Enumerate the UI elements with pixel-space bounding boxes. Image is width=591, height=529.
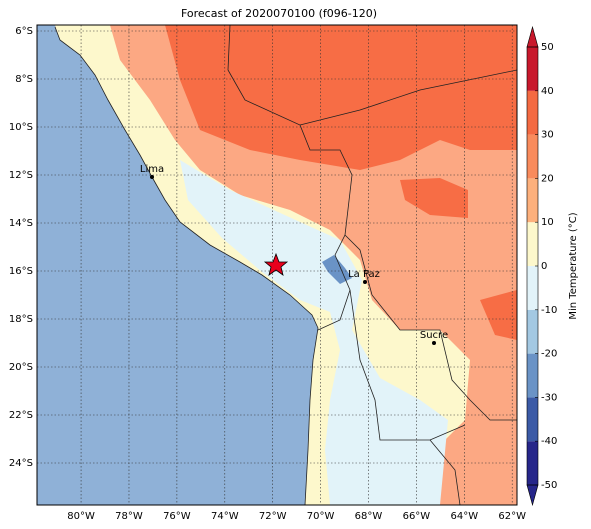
colorbar-segment	[527, 134, 538, 179]
colorbar-tick-label: 50	[541, 42, 554, 53]
city-dot	[432, 341, 436, 345]
land-hot-patch	[480, 290, 517, 340]
star-marker	[263, 252, 289, 276]
colorbar-segment	[527, 309, 538, 354]
y-tick-label: 22°S	[9, 410, 33, 421]
x-tick-label: 72°W	[259, 511, 287, 522]
colorbar-tick-label: 40	[541, 86, 554, 97]
colorbar-tick-label: 0	[541, 261, 547, 272]
x-tick-label: 62°W	[498, 511, 526, 522]
city-label: Sucre	[420, 330, 448, 341]
y-tick-label: 10°S	[9, 122, 33, 133]
colorbar-tick-label: -40	[541, 436, 557, 447]
country-border	[344, 234, 517, 421]
colorbar-tick-label: 10	[541, 217, 554, 228]
y-tick-label: 24°S	[9, 458, 33, 469]
land-hot-patch	[400, 178, 468, 218]
colorbar-tick-label: -30	[541, 392, 557, 403]
country-border	[349, 289, 466, 441]
colorbar-segment	[527, 178, 538, 223]
map-title: Forecast of 2020070100 (f096-120)	[181, 7, 377, 20]
x-tick-label: 70°W	[307, 511, 335, 522]
y-tick-label: 14°S	[9, 218, 33, 229]
x-tick-label: 64°W	[450, 511, 478, 522]
graticule	[37, 25, 517, 505]
plot-frame	[36, 24, 518, 506]
city-dot	[150, 175, 154, 179]
colorbar-segment	[527, 441, 538, 485]
y-tick-label: 20°S	[9, 362, 33, 373]
colorbar: -50 -40 -30 -20 -10 0 10 20 30 40 50	[526, 25, 557, 507]
y-tick-label: 6°S	[15, 26, 33, 37]
city-label: La Paz	[348, 269, 380, 280]
x-tick-label: 66°W	[403, 511, 431, 522]
land-cold	[180, 160, 448, 505]
colorbar-segment	[527, 47, 538, 91]
map-area	[37, 25, 517, 505]
colorbar-extend-top	[526, 25, 539, 48]
colorbar-extend-bottom	[526, 484, 539, 507]
colorbar-segment	[527, 353, 538, 398]
colorbar-segment	[527, 222, 538, 266]
colorbar-tick-label: -50	[541, 480, 557, 491]
x-tick-label: 68°W	[355, 511, 383, 522]
colorbar-tick-label: 20	[541, 173, 554, 184]
colorbar-tick-label: -10	[541, 305, 557, 316]
x-tick-label: 76°W	[163, 511, 191, 522]
y-tick-label: 16°S	[9, 266, 33, 277]
y-tick-label: 18°S	[9, 314, 33, 325]
colorbar-tick-label: 30	[541, 130, 554, 141]
country-border	[227, 25, 353, 331]
country-border	[429, 439, 461, 505]
x-tick-label: 78°W	[115, 511, 143, 522]
x-tick-label: 80°W	[67, 511, 95, 522]
country-border	[299, 69, 517, 126]
colorbar-label: Min Temperature (°C)	[568, 212, 579, 319]
colorbar-segment	[527, 90, 538, 135]
colorbar-segment	[527, 397, 538, 442]
land-hot	[165, 25, 517, 170]
city-dot	[363, 280, 367, 284]
y-tick-label: 12°S	[9, 170, 33, 181]
y-tick-label: 8°S	[15, 74, 33, 85]
city-label: Lima	[140, 164, 164, 175]
colorbar-tick-label: -20	[541, 349, 557, 360]
x-tick-label: 74°W	[211, 511, 239, 522]
colorbar-segment	[527, 266, 538, 310]
